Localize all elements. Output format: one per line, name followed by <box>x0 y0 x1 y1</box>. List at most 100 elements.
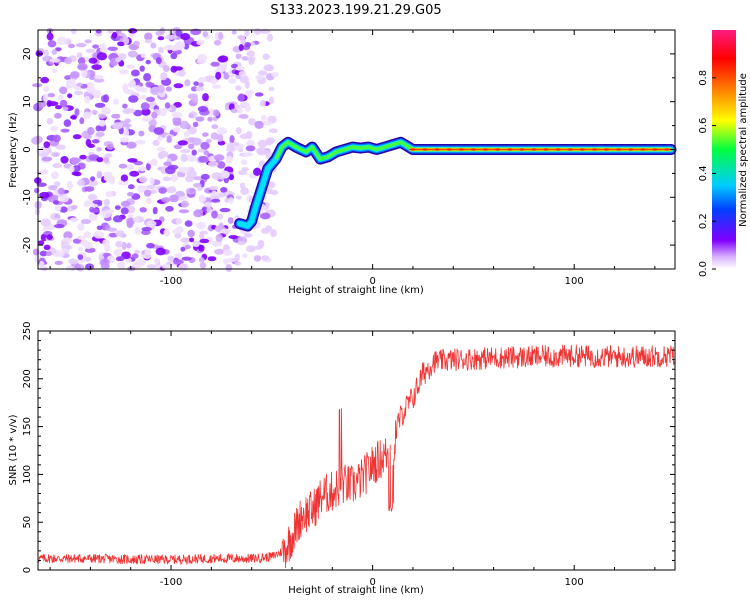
colorbar-tick-label: 0.4 <box>698 165 709 181</box>
noise-blob <box>160 72 168 81</box>
noise-blob <box>204 201 212 208</box>
noise-blob <box>51 69 58 74</box>
noise-blob <box>113 248 124 257</box>
noise-blob <box>127 213 134 219</box>
trace-dot <box>628 148 634 151</box>
noise-blob <box>164 102 171 109</box>
noise-blob <box>32 248 40 256</box>
noise-blob <box>68 43 75 49</box>
noise-blob <box>54 205 62 212</box>
noise-blob <box>237 34 245 40</box>
noise-blob <box>248 118 256 126</box>
noise-blob <box>220 187 228 193</box>
noise-blob <box>226 147 236 153</box>
noise-blob <box>85 48 96 54</box>
trace-dot <box>519 148 525 151</box>
noise-blob <box>235 53 242 60</box>
noise-blob <box>244 42 251 48</box>
noise-blob <box>155 57 162 65</box>
noise-blob <box>246 50 255 57</box>
noise-blob <box>97 201 103 206</box>
noise-blob <box>131 69 140 77</box>
noise-blob <box>40 76 50 84</box>
y-tick-label: -20 <box>22 237 33 253</box>
noise-blob <box>68 258 78 265</box>
noise-blob <box>128 95 139 103</box>
noise-blob <box>70 71 80 79</box>
noise-blob <box>241 159 248 166</box>
noise-blob <box>141 227 152 232</box>
noise-blob <box>214 248 225 255</box>
noise-blob <box>47 101 59 107</box>
noise-blob <box>76 82 83 87</box>
noise-blob <box>193 209 204 218</box>
noise-blob <box>246 245 256 253</box>
trace-dot <box>567 148 573 151</box>
noise-blob <box>43 86 50 92</box>
noise-blob <box>173 259 184 265</box>
noise-blob <box>233 141 239 147</box>
noise-blob <box>253 28 262 35</box>
noise-blob <box>152 206 158 215</box>
noise-blob <box>228 235 238 239</box>
noise-blob <box>66 265 72 272</box>
noise-blob <box>59 86 68 95</box>
noise-blob <box>215 233 223 242</box>
noise-blob <box>92 109 98 116</box>
noise-blob <box>144 189 152 197</box>
noise-blob <box>262 53 270 60</box>
noise-blob <box>271 72 279 78</box>
noise-blob <box>53 224 65 229</box>
noise-blob <box>195 86 205 92</box>
noise-blob <box>258 240 264 249</box>
noise-blob <box>51 171 59 180</box>
noise-blob <box>187 93 198 100</box>
noise-blob <box>155 30 163 36</box>
noise-blob <box>205 138 212 144</box>
noise-blob <box>172 127 181 133</box>
noise-blob <box>200 173 210 180</box>
noise-blob <box>96 171 103 179</box>
noise-blob <box>210 77 217 85</box>
noise-blob <box>178 166 190 173</box>
noise-blob <box>72 134 82 140</box>
noise-blob <box>195 116 205 122</box>
noise-blob <box>87 143 95 148</box>
trace-dot <box>604 148 609 151</box>
noise-blob <box>215 213 224 220</box>
y-tick-label: 0 <box>22 567 33 573</box>
noise-blob <box>49 58 60 63</box>
noise-blob <box>103 157 110 163</box>
noise-blob <box>237 241 246 246</box>
noise-blob <box>175 218 183 225</box>
noise-blob <box>217 140 226 146</box>
noise-blob <box>63 231 73 240</box>
noise-blob <box>123 87 129 94</box>
y-tick-label: 150 <box>22 417 33 436</box>
noise-blob <box>106 143 114 150</box>
noise-blob <box>161 197 171 203</box>
trace-dot <box>495 148 501 151</box>
noise-blob <box>259 28 271 34</box>
noise-blob <box>76 235 86 240</box>
noise-blob <box>192 121 199 128</box>
noise-blob <box>96 157 104 163</box>
noise-blob <box>198 257 205 263</box>
noise-blob <box>41 156 53 162</box>
noise-blob <box>196 221 206 230</box>
noise-blob <box>79 154 87 160</box>
noise-blob <box>213 39 222 46</box>
noise-blob <box>211 210 218 219</box>
noise-blob <box>84 186 95 192</box>
noise-blob <box>104 153 113 158</box>
noise-blob <box>84 134 92 140</box>
noise-blob <box>134 249 141 254</box>
noise-blob <box>133 109 143 117</box>
noise-blob <box>210 61 220 67</box>
noise-blob <box>145 81 153 88</box>
x-tick-label: 0 <box>369 577 375 588</box>
noise-blob <box>72 238 83 244</box>
trace-dot <box>591 148 597 151</box>
noise-blob <box>149 189 158 195</box>
noise-blob <box>265 225 273 232</box>
